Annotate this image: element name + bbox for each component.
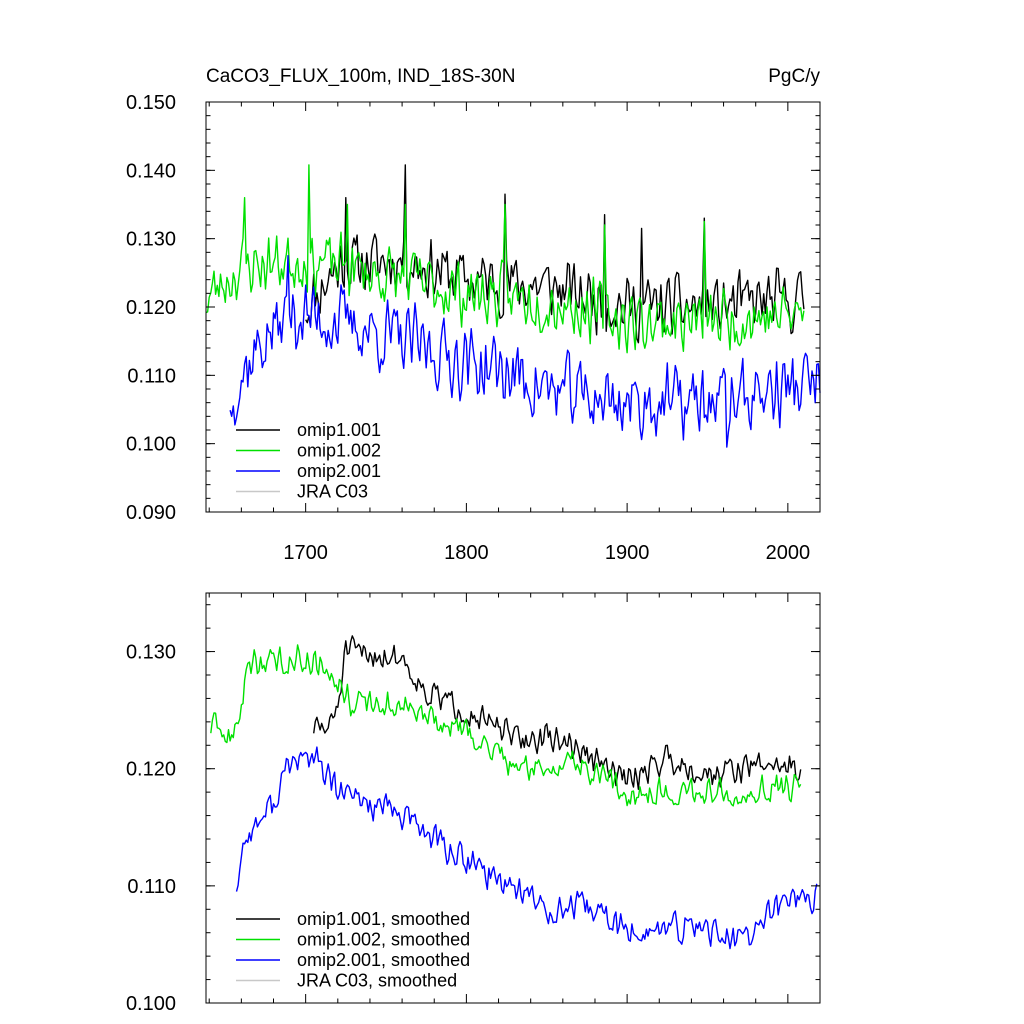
legend-label: JRA C03 [297,482,368,502]
y-tick-label: 0.150 [126,92,176,114]
y-tick-label: 0.110 [127,876,176,898]
axis-labels: 0.100 0.110 0.120 0.130 [126,642,176,1015]
y-tick-label: 0.120 [126,297,176,319]
bottom-chart-panel: 0.100 0.110 0.120 0.130 omip1.001, smoothed… [126,592,821,1015]
legend-label: JRA C03, smoothed [297,971,457,991]
axis-ticks [206,101,821,513]
legend-label: omip1.002, smoothed [297,930,470,950]
top-chart-panel: CaCO3_FLUX_100m, IND_18S-30N PgC/y 0.090… [126,66,821,564]
legend-label: omip2.001, smoothed [297,950,470,970]
y-tick-label: 0.130 [126,229,176,251]
legend-label: omip1.001, smoothed [297,909,470,929]
series-line [235,746,818,950]
y-tick-label: 0.120 [126,759,176,781]
legend-label: omip1.001 [297,420,381,440]
x-tick-label: 1900 [605,542,650,564]
x-tick-label: 2000 [766,542,811,564]
axis-labels: 0.090 0.100 0.110 0.120 0.130 0.140 0.150 1700 1… [126,92,810,564]
series-lines [205,164,821,448]
y-tick-label: 0.110 [127,365,176,387]
series-lines [210,635,818,950]
chart-units: PgC/y [768,66,820,87]
chart-title: CaCO3_FLUX_100m, IND_18S-30N [206,66,515,87]
legend-label: omip2.001 [297,461,381,481]
series-line [229,255,821,448]
axis-ticks [206,593,821,1004]
series-line [210,644,802,807]
x-tick-label: 1800 [444,542,489,564]
legend-label: omip1.002 [297,441,381,461]
series-line [205,164,805,354]
y-tick-label: 0.090 [126,502,176,524]
x-tick-label: 1700 [283,542,328,564]
y-tick-label: 0.140 [126,160,176,182]
y-tick-label: 0.100 [126,434,176,456]
y-tick-label: 0.100 [126,993,176,1015]
y-tick-label: 0.130 [126,642,176,664]
plot-frame [205,592,821,1004]
